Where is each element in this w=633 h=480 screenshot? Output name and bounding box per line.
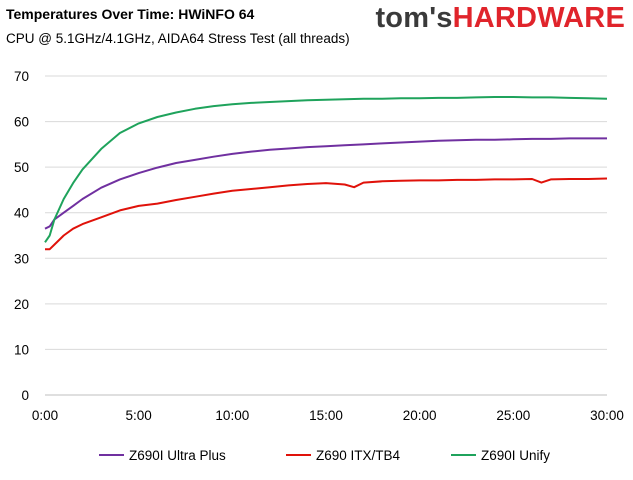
brand-logo: tom'sHARDWARE xyxy=(375,2,625,35)
chart-title: Temperatures Over Time: HWiNFO 64 xyxy=(6,6,255,22)
x-tick-label: 15:00 xyxy=(309,408,343,423)
legend-label: Z690I Ultra Plus xyxy=(129,448,226,463)
x-tick-label: 20:00 xyxy=(403,408,437,423)
y-tick-label: 50 xyxy=(14,160,29,175)
legend-label: Z690 ITX/TB4 xyxy=(316,448,401,463)
y-tick-label: 40 xyxy=(14,206,29,221)
series-lines xyxy=(44,96,608,251)
legend: Z690I Ultra Plus Z690 ITX/TB4 Z690I Unify xyxy=(99,448,550,463)
y-tick-label: 0 xyxy=(21,388,29,403)
logo-part-1: tom's xyxy=(375,2,453,34)
x-tick-label: 10:00 xyxy=(215,408,249,423)
legend-label: Z690I Unify xyxy=(481,448,550,463)
y-tick-label: 70 xyxy=(14,69,29,84)
x-tick-label: 5:00 xyxy=(126,408,152,423)
series-line xyxy=(44,137,607,230)
gridlines xyxy=(45,75,607,350)
y-tick-label: 20 xyxy=(14,297,29,312)
x-tick-label: 0:00 xyxy=(32,408,58,423)
y-tick-label: 30 xyxy=(14,251,29,266)
logo-part-2: HARDWARE xyxy=(452,2,625,34)
y-tick-label: 10 xyxy=(14,342,29,357)
x-axis-ticks: 0:00 5:00 10:00 15:00 20:00 25:00 30:00 xyxy=(32,408,624,423)
series-line xyxy=(44,96,608,243)
x-tick-label: 30:00 xyxy=(590,408,624,423)
y-tick-label: 60 xyxy=(14,115,29,130)
chart-subtitle: CPU @ 5.1GHz/4.1GHz, AIDA64 Stress Test … xyxy=(6,31,350,46)
y-axis-ticks: 0 10 20 30 40 50 60 70 xyxy=(14,69,29,403)
series-line xyxy=(45,177,608,251)
x-tick-label: 25:00 xyxy=(496,408,530,423)
